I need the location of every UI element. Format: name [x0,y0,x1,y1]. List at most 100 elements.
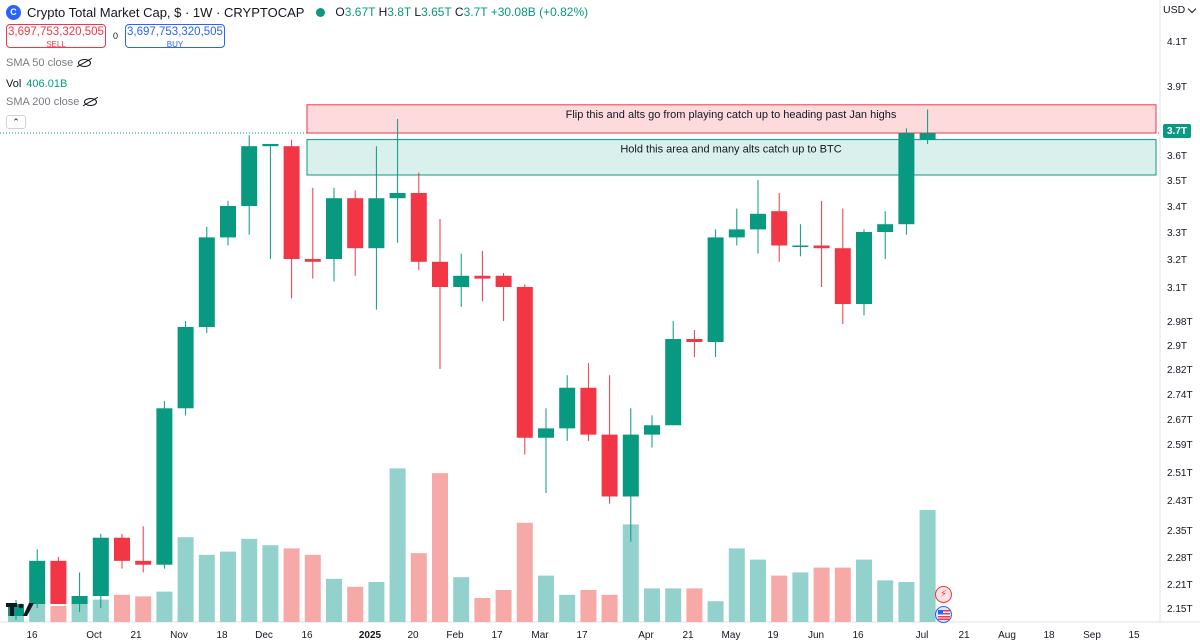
price-change: +30.08B (+0.82%) [490,5,589,19]
price-axis-label: 3.4T [1167,202,1187,213]
candle-body [538,428,554,438]
volume-bar [856,559,872,622]
time-axis-label: Mar [531,630,549,641]
volume-bar [622,524,639,622]
volume-bar [92,599,109,622]
time-axis-label: 19 [767,630,779,641]
price-axis-label: 2.15T [1167,604,1193,615]
candle-body [919,133,936,140]
time-axis-label: Feb [446,630,464,641]
candle-body [368,198,385,249]
price-axis-label: 4.1T [1167,37,1187,48]
volume-bar [198,554,215,622]
candle-body [665,339,682,426]
time-axis-label: 16 [301,630,313,641]
candle-body [432,261,448,287]
time-axis-label: 18 [1043,630,1055,641]
currency-label: USD [1163,4,1186,16]
volume-bar [114,594,130,622]
time-axis-label: May [722,630,741,641]
price-axis-label: 2.59T [1167,440,1193,451]
volume-bar [707,601,724,622]
volume-bar [771,575,788,622]
buy-label: BUY [166,39,184,49]
volume-bar [29,602,46,622]
eye-hidden-icon[interactable] [78,59,92,67]
candle-body [644,425,660,435]
candle-body [262,144,279,147]
price-axis-label: 3.1T [1167,283,1187,294]
candle-body [601,434,618,497]
news-flash-icon[interactable]: ⚡ [935,586,952,603]
candle-body [220,206,236,238]
candle-body [198,237,215,327]
price-axis-label: 3.2T [1167,255,1187,266]
tradingview-logo-icon[interactable] [6,599,36,617]
candle-body [347,198,364,249]
candle-body [559,387,576,429]
candle-body [241,146,258,206]
candle-body [177,327,194,409]
annotation-text: Hold this area and many alts catch up to… [620,144,841,156]
time-axis-label: 21 [958,630,970,641]
indicator-sma200[interactable]: SMA 200 close [6,94,98,110]
eye-hidden-icon[interactable] [84,98,98,106]
ohlc-values: O3.67T H3.8T L3.65T C3.7T +30.08B (+0.82… [335,5,589,19]
indicator-sma50[interactable]: SMA 50 close [6,55,92,71]
annotation-zone [306,104,1157,134]
collapse-legend-button[interactable]: ⌃ [6,115,26,129]
volume-bar [665,588,682,622]
us-flag-icon[interactable] [935,606,952,623]
volume-bar [750,559,766,622]
volume-bar [50,606,67,622]
time-axis-label: 17 [491,630,503,641]
volume-bar [262,545,279,622]
volume-bar [283,548,300,622]
time-axis-label: Jun [808,630,824,641]
price-axis-label: 3.6T [1167,151,1187,162]
time-axis-label: Nov [170,630,188,641]
spread-value: 0 [113,31,119,41]
price-axis-label: 3.9T [1167,82,1187,93]
volume-bar [135,596,152,622]
price-axis-label: 3.5T [1167,176,1187,187]
candle-body [410,193,427,262]
buy-price: 3,697,753,320,505 [127,26,223,38]
indicator-value: 406.01B [26,78,68,90]
time-axis-label: 16 [852,630,864,641]
currency-selector[interactable]: USD [1163,4,1197,16]
candle-body [856,232,872,304]
candle-body [156,408,173,565]
candle-body [71,596,88,604]
volume-bar [898,582,915,622]
volume-bar [686,588,703,622]
price-axis-label: 2.82T [1167,365,1193,376]
sell-button[interactable]: 3,697,753,320,505 SELL [6,24,106,48]
price-axis-label: 2.9T [1167,341,1187,352]
price-axis-label: 3.3T [1167,228,1187,239]
time-axis-label: Jul [916,630,929,641]
volume-bar [410,553,427,622]
buy-button[interactable]: 3,697,753,320,505 BUY [125,24,225,48]
volume-bar [432,473,448,622]
volume-bar [559,594,576,622]
candle-body [622,434,639,497]
volume-bar [389,468,406,622]
volume-bar [538,575,554,622]
candle-body [50,560,67,604]
volume-bar [813,567,830,622]
time-axis-label: 20 [407,630,419,641]
candle-body [326,198,342,259]
volume-bar [241,538,258,622]
time-axis-label: Aug [998,630,1016,641]
annotation-text: Flip this and alts go from playing catch… [566,109,897,121]
volume-bar [495,590,512,622]
time-axis-label: 21 [130,630,142,641]
time-axis-label: Apr [638,630,654,641]
candle-body [877,224,894,232]
time-axis-label: 2025 [359,630,382,641]
indicator-volume[interactable]: Vol 406.01B [6,76,67,92]
symbol-title[interactable]: Crypto Total Market Cap, $ · 1W · CRYPTO… [27,4,305,20]
candle-body [389,193,406,199]
